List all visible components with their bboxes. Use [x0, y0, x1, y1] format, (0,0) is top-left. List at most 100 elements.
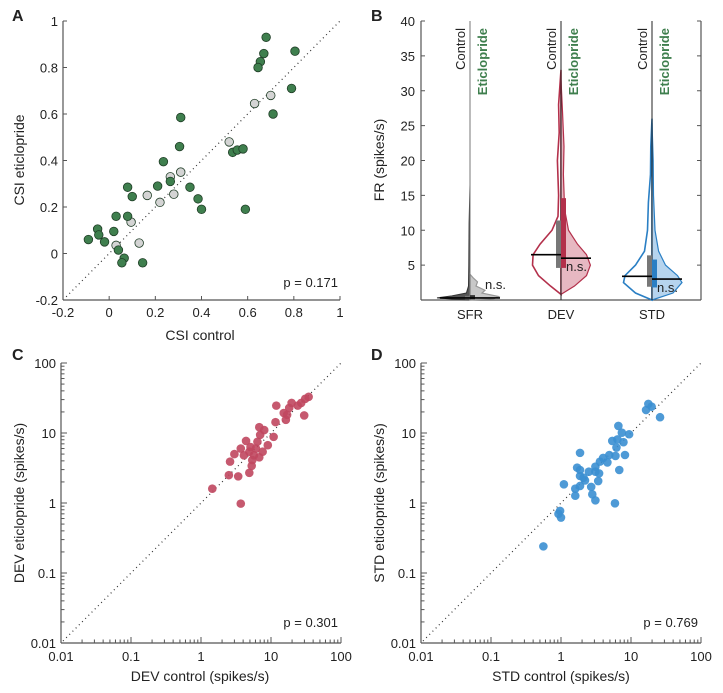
- data-point-significant: [196, 204, 207, 215]
- x-tick-label: 0.1: [482, 649, 500, 664]
- data-point-non-significant: [169, 189, 179, 199]
- data-point: [253, 437, 262, 447]
- data-point-significant: [174, 141, 185, 152]
- significance-label-STD: n.s.: [657, 280, 678, 295]
- data-point-non-significant: [155, 197, 165, 208]
- panel-c-pvalue: p = 0.301: [283, 615, 338, 630]
- data-point: [614, 465, 624, 475]
- panel-letter-d: D: [371, 347, 383, 364]
- data-point: [245, 468, 254, 478]
- violin-eticlopride-DEV: [560, 80, 592, 296]
- data-point: [251, 444, 261, 453]
- y-tick-label: 100: [394, 356, 416, 371]
- violin-control-SFR: [436, 184, 471, 301]
- x-tick-label: 10: [624, 649, 638, 664]
- y-tick-label: 10: [402, 426, 416, 441]
- y-tick-label: 15: [401, 188, 415, 203]
- panel-d-ylabel: STD eticlopride (spikes/s): [371, 423, 387, 583]
- y-tick-label: 10: [401, 223, 415, 238]
- data-point-non-significant: [224, 137, 234, 147]
- y-tick-label: 40: [401, 14, 415, 29]
- data-point: [612, 443, 621, 452]
- data-point: [624, 429, 634, 439]
- violin-eticlopride-STD: [651, 122, 683, 301]
- data-point-significant: [286, 83, 297, 94]
- panel-d-plot: 0.010.01 0.1 0.1 1 1 10 10 100 100: [391, 356, 712, 664]
- data-point: [594, 469, 604, 478]
- data-point: [247, 461, 256, 471]
- control-half-label: Control: [453, 28, 468, 70]
- y-tick-label: 5: [408, 258, 415, 273]
- y-tick-label: -0.2: [36, 293, 58, 308]
- eticlopride-half-label: Eticlopride: [566, 28, 581, 95]
- data-point: [559, 479, 569, 489]
- data-point-significant: [152, 181, 163, 191]
- panel-d-xlabel: STD control (spikes/s): [492, 668, 630, 684]
- category-label-SFR: SFR: [457, 307, 483, 322]
- data-point: [271, 417, 280, 427]
- data-point: [539, 542, 548, 551]
- y-tick-label: 0.2: [40, 200, 58, 215]
- x-tick-label: 0.01: [48, 649, 73, 664]
- x-tick-label: 0.4: [192, 305, 210, 320]
- x-tick-label: 100: [690, 649, 712, 664]
- data-point: [614, 421, 623, 431]
- panel-c-xlabel: DEV control (spikes/s): [131, 668, 269, 684]
- y-tick-label: 35: [401, 49, 415, 64]
- panel-letter-c: C: [12, 347, 24, 364]
- data-point: [586, 482, 596, 492]
- y-tick-label: 1: [49, 496, 56, 511]
- data-point: [593, 476, 603, 486]
- data-point-significant: [122, 182, 133, 192]
- data-point: [230, 449, 239, 459]
- data-point: [299, 411, 309, 420]
- data-point: [241, 436, 251, 446]
- data-point: [284, 403, 294, 413]
- category-label-STD: STD: [639, 307, 665, 322]
- control-half-label: Control: [635, 28, 650, 70]
- y-tick-label: 10: [42, 426, 56, 441]
- x-tick-label: 100: [330, 649, 352, 664]
- panel-a-ylabel: CSI eticlopride: [11, 114, 27, 205]
- data-point: [655, 412, 665, 422]
- y-tick-label: 0.01: [391, 636, 416, 651]
- panel-letter-a: A: [12, 8, 24, 25]
- data-point: [641, 405, 651, 415]
- x-tick-label: -0.2: [52, 305, 74, 320]
- data-point-significant: [185, 182, 195, 192]
- y-tick-label: 0: [51, 247, 58, 262]
- data-point: [620, 450, 630, 460]
- y-tick-label: 0.8: [40, 61, 58, 76]
- x-tick-label: 0.1: [122, 649, 140, 664]
- data-point: [603, 458, 612, 467]
- data-point-significant: [165, 176, 176, 187]
- data-point: [255, 430, 265, 440]
- x-tick-label: 0.6: [239, 305, 257, 320]
- data-point: [617, 428, 627, 437]
- data-point-non-significant: [176, 167, 186, 177]
- data-point: [239, 451, 249, 460]
- panel-d-pvalue: p = 0.769: [643, 615, 698, 630]
- data-point: [611, 451, 620, 461]
- data-point: [225, 457, 235, 466]
- data-point-non-significant: [142, 190, 152, 201]
- data-point: [570, 491, 580, 501]
- y-tick-label: 0.4: [40, 154, 58, 169]
- category-label-DEV: DEV: [548, 307, 575, 322]
- y-tick-label: 0.1: [398, 566, 416, 581]
- panel-c-ylabel: DEV eticlopride (spikes/s): [11, 423, 27, 583]
- iqr-box-control-STD: [647, 255, 652, 287]
- data-point-non-significant: [134, 238, 144, 248]
- data-point-significant: [290, 46, 300, 56]
- y-tick-label: 0.1: [38, 566, 56, 581]
- identity-line: [62, 20, 341, 301]
- significance-label-DEV: n.s.: [566, 259, 587, 274]
- iqr-box-eticlopride-STD: [652, 259, 657, 288]
- data-point-significant: [109, 226, 119, 237]
- data-point-significant: [238, 144, 248, 154]
- iqr-box-control-DEV: [556, 220, 561, 268]
- data-point-significant: [117, 258, 127, 268]
- data-point-significant: [259, 48, 269, 59]
- panel-b-ylabel: FR (spikes/s): [371, 119, 387, 201]
